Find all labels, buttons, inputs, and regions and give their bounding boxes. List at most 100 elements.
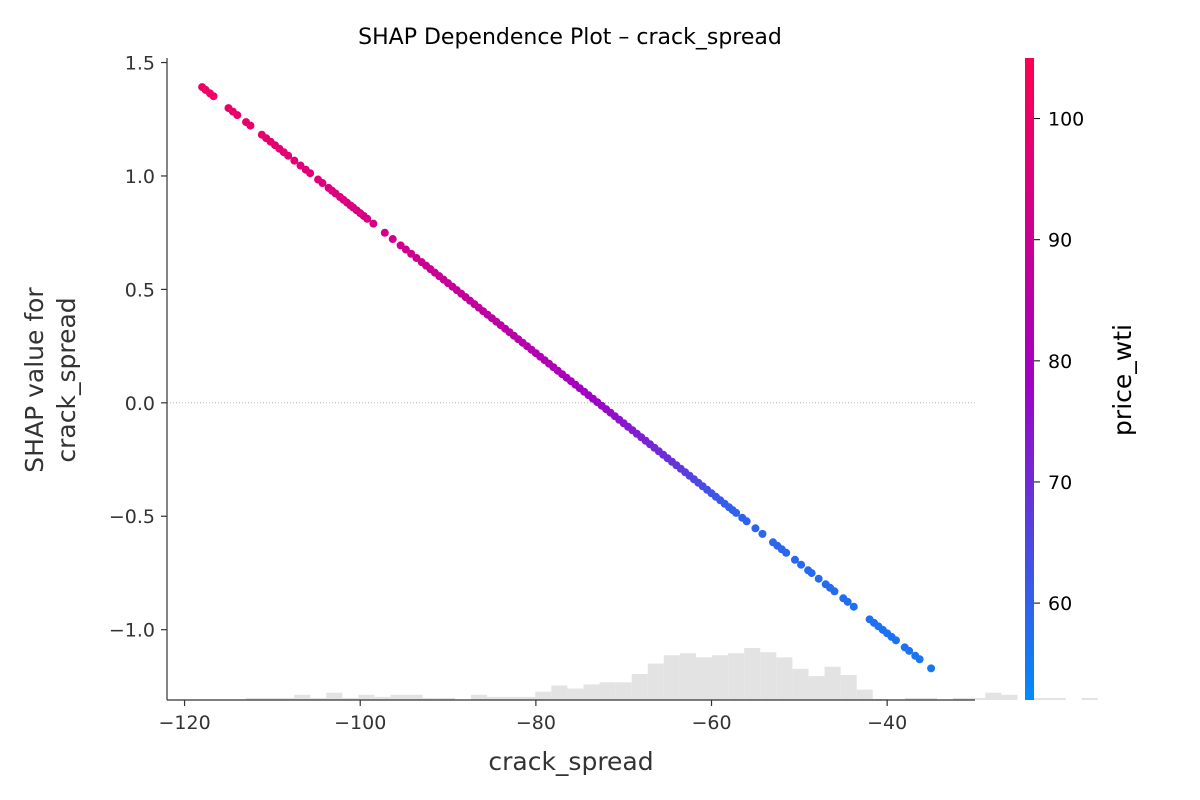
data-point — [915, 655, 924, 664]
histogram-bar — [358, 694, 375, 700]
feature-histogram — [245, 648, 1098, 700]
histogram-bar — [262, 697, 279, 700]
histogram-bar — [728, 653, 745, 700]
colorbar-tick-label: 80 — [1048, 351, 1072, 373]
histogram-bar — [487, 696, 504, 700]
data-point — [751, 524, 760, 533]
histogram-bar — [245, 697, 263, 700]
chart-title: SHAP Dependence Plot – crack_spread — [358, 25, 782, 50]
histogram-bar — [792, 668, 809, 700]
data-point — [814, 574, 823, 583]
histogram-bar — [438, 697, 455, 700]
data-point — [388, 235, 397, 244]
histogram-bar — [969, 697, 986, 700]
data-point — [209, 92, 218, 101]
data-point — [782, 548, 791, 557]
y-tick-label: 0.5 — [125, 279, 155, 301]
x-tick-label: −80 — [516, 712, 556, 734]
y-tick-label: 1.5 — [125, 53, 155, 75]
y-tick-label: −1.0 — [109, 620, 155, 642]
histogram-bar — [744, 648, 761, 700]
histogram-bar — [712, 655, 729, 700]
data-point — [927, 664, 936, 673]
histogram-bar — [551, 685, 568, 700]
histogram-bar — [1001, 694, 1018, 700]
histogram-bar — [840, 675, 857, 700]
data-point — [306, 169, 315, 178]
data-point — [369, 219, 378, 228]
colorbar-tick-label: 90 — [1048, 230, 1072, 252]
data-point — [233, 111, 242, 120]
data-point — [732, 508, 741, 517]
x-tick-label: −100 — [334, 712, 386, 734]
histogram-bar — [503, 696, 520, 700]
colorbar-tick-label: 70 — [1048, 472, 1072, 494]
histogram-bar — [390, 694, 407, 700]
data-point — [905, 646, 914, 655]
y-tick-label: 1.0 — [125, 166, 155, 188]
y-tick-label: −0.5 — [109, 506, 155, 528]
histogram-bar — [567, 688, 584, 700]
data-point — [742, 517, 751, 526]
colorbar-tick-label: 60 — [1048, 593, 1072, 615]
histogram-bar — [1033, 697, 1050, 700]
histogram-bar — [278, 697, 295, 700]
data-point — [318, 179, 327, 188]
histogram-bar — [647, 663, 664, 700]
histogram-bar — [808, 676, 825, 700]
histogram-bar — [599, 682, 616, 700]
x-axis-ticks: −120 −100 −80 −60 −40 — [158, 700, 907, 734]
x-axis-title: crack_spread — [488, 747, 653, 776]
data-point — [790, 555, 799, 564]
y-axis-ticks: 1.5 1.0 0.5 0.0 −0.5 −1.0 — [109, 53, 167, 642]
data-point — [797, 560, 806, 569]
histogram-bar — [310, 697, 327, 700]
data-point — [290, 156, 299, 165]
data-point — [843, 597, 852, 606]
colorbar-title: price_wti — [1108, 324, 1137, 436]
data-point — [849, 602, 858, 611]
y-tick-label: 0.0 — [125, 393, 155, 415]
data-point — [380, 228, 389, 237]
histogram-bar — [535, 691, 552, 700]
histogram-bar — [663, 655, 680, 700]
histogram-bar — [856, 689, 873, 700]
scatter-points — [198, 83, 936, 673]
data-point — [891, 636, 900, 645]
histogram-bar — [470, 694, 488, 700]
histogram-bar — [294, 694, 311, 700]
data-point — [830, 587, 839, 596]
data-point — [284, 151, 293, 160]
colorbar-ticks: 60 70 80 90 100 — [1034, 109, 1084, 615]
data-point — [363, 214, 372, 223]
histogram-bar — [904, 697, 921, 700]
data-point — [807, 569, 816, 578]
histogram-bar — [1081, 697, 1098, 700]
x-tick-label: −60 — [691, 712, 731, 734]
histogram-bar — [406, 694, 423, 700]
histogram-bar — [583, 684, 600, 700]
histogram-bar — [679, 653, 696, 700]
histogram-bar — [615, 682, 632, 700]
histogram-bar — [953, 697, 970, 700]
histogram-bar — [824, 666, 841, 700]
x-tick-label: −120 — [158, 712, 210, 734]
histogram-bar — [1049, 697, 1066, 700]
colorbar — [1025, 58, 1034, 700]
data-point — [758, 529, 767, 538]
histogram-bar — [342, 697, 359, 700]
histogram-bar — [760, 652, 777, 700]
histogram-bar — [326, 692, 343, 700]
histogram-bar — [374, 696, 391, 700]
y-axis-title-line1: SHAP value for — [20, 287, 49, 473]
histogram-bar — [519, 696, 536, 700]
histogram-bar — [422, 697, 439, 700]
data-point — [246, 121, 255, 130]
histogram-bar — [631, 674, 648, 700]
y-axis-title-line2: crack_spread — [52, 297, 81, 462]
x-tick-label: −40 — [867, 712, 907, 734]
colorbar-tick-label: 100 — [1048, 109, 1084, 131]
histogram-bar — [985, 692, 1002, 700]
histogram-bar — [776, 657, 793, 700]
